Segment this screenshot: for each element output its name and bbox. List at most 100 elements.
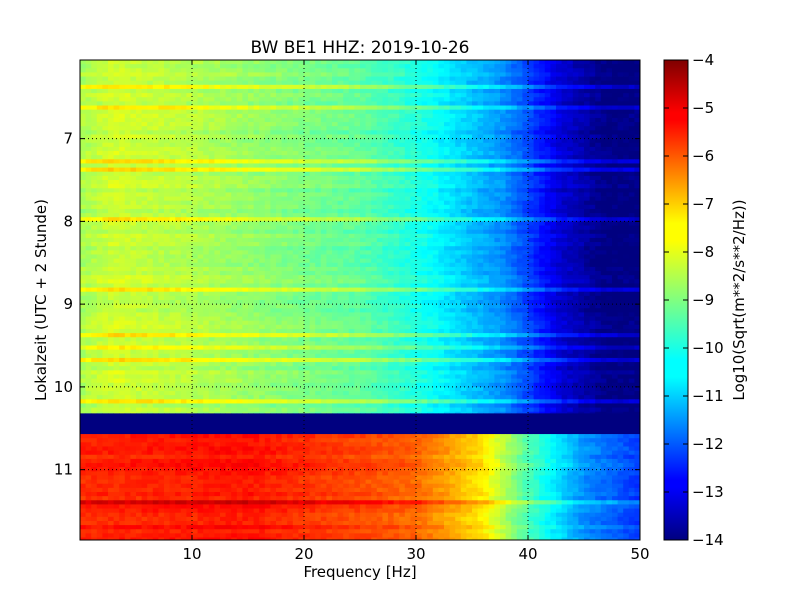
heatmap-cell bbox=[208, 97, 215, 102]
heatmap-cell bbox=[449, 208, 456, 214]
heatmap-cell bbox=[96, 262, 103, 268]
heatmap-cell bbox=[360, 213, 366, 218]
heatmap-cell bbox=[231, 64, 238, 69]
heatmap-cell bbox=[404, 167, 411, 173]
heatmap-cell bbox=[421, 146, 428, 152]
heatmap-cell bbox=[225, 163, 232, 168]
heatmap-cell bbox=[152, 196, 159, 202]
heatmap-cell bbox=[410, 105, 417, 111]
heatmap-cell bbox=[500, 117, 506, 123]
heatmap-cell bbox=[197, 76, 204, 82]
heatmap-cell bbox=[141, 84, 148, 90]
heatmap-cell bbox=[623, 60, 630, 65]
heatmap-cell bbox=[500, 237, 506, 243]
heatmap-cell bbox=[522, 84, 529, 90]
heatmap-cell bbox=[152, 117, 159, 123]
heatmap-cell bbox=[102, 208, 109, 214]
heatmap-cell bbox=[292, 93, 299, 98]
heatmap-cell bbox=[421, 159, 428, 164]
heatmap-cell bbox=[343, 134, 350, 140]
heatmap-cell bbox=[343, 155, 350, 160]
heatmap-cell bbox=[287, 221, 294, 226]
heatmap-cell bbox=[276, 60, 282, 65]
heatmap-cell bbox=[500, 200, 506, 206]
heatmap-cell bbox=[130, 167, 137, 173]
heatmap-cell bbox=[108, 204, 114, 210]
heatmap-cell bbox=[600, 76, 607, 82]
heatmap-cell bbox=[158, 76, 165, 82]
heatmap-cell bbox=[449, 229, 456, 235]
heatmap-cell bbox=[186, 130, 193, 135]
heatmap-cell bbox=[259, 250, 266, 255]
heatmap-cell bbox=[365, 117, 372, 123]
heatmap-cell bbox=[617, 109, 624, 115]
heatmap-cell bbox=[270, 138, 277, 144]
heatmap-cell bbox=[427, 180, 434, 185]
heatmap-cell bbox=[432, 171, 439, 177]
heatmap-cell bbox=[130, 146, 137, 152]
heatmap-cell bbox=[175, 146, 182, 152]
heatmap-cell bbox=[192, 126, 198, 131]
heatmap-cell bbox=[169, 97, 176, 102]
heatmap-cell bbox=[315, 180, 322, 185]
heatmap-cell bbox=[561, 233, 568, 239]
heatmap-cell bbox=[298, 250, 305, 255]
heatmap-cell bbox=[533, 97, 540, 102]
heatmap-cell bbox=[371, 250, 378, 255]
heatmap-cell bbox=[309, 105, 316, 111]
heatmap-cell bbox=[438, 113, 445, 119]
heatmap-cell bbox=[416, 126, 422, 131]
heatmap-cell bbox=[225, 196, 232, 202]
heatmap-cell bbox=[584, 200, 590, 206]
heatmap-cell bbox=[304, 208, 310, 214]
heatmap-cell bbox=[544, 84, 551, 90]
heatmap-cell bbox=[488, 146, 495, 152]
heatmap-cell bbox=[119, 200, 126, 206]
heatmap-cell bbox=[561, 180, 568, 185]
heatmap-cell bbox=[617, 225, 624, 231]
heatmap-cell bbox=[578, 192, 585, 197]
heatmap-cell bbox=[248, 130, 254, 135]
heatmap-cell bbox=[595, 64, 602, 69]
heatmap-cell bbox=[259, 80, 266, 86]
heatmap-cell bbox=[421, 225, 428, 231]
heatmap-cell bbox=[595, 117, 602, 123]
heatmap-cell bbox=[628, 213, 635, 218]
heatmap-cell bbox=[326, 151, 333, 156]
heatmap-cell bbox=[119, 262, 126, 268]
heatmap-cell bbox=[388, 242, 394, 247]
heatmap-cell bbox=[253, 142, 260, 148]
heatmap-cell bbox=[421, 126, 428, 131]
heatmap-cell bbox=[136, 192, 142, 197]
heatmap-cell bbox=[147, 113, 154, 119]
heatmap-cell bbox=[460, 175, 467, 181]
heatmap-cell bbox=[606, 242, 613, 247]
heatmap-cell bbox=[466, 101, 473, 106]
heatmap-cell bbox=[550, 208, 557, 214]
heatmap-cell bbox=[544, 204, 551, 210]
heatmap-cell bbox=[483, 97, 490, 102]
heatmap-cell bbox=[511, 192, 518, 197]
heatmap-cell bbox=[533, 159, 540, 164]
heatmap-cell bbox=[477, 163, 484, 168]
heatmap-cell bbox=[164, 159, 170, 164]
heatmap-cell bbox=[320, 64, 327, 69]
heatmap-cell bbox=[460, 229, 467, 235]
heatmap-cell bbox=[119, 97, 126, 102]
heatmap-cell bbox=[511, 122, 518, 127]
heatmap-cell bbox=[343, 196, 350, 202]
heatmap-cell bbox=[124, 200, 131, 206]
heatmap-cell bbox=[326, 97, 333, 102]
heatmap-cell bbox=[192, 192, 198, 197]
heatmap-cell bbox=[533, 213, 540, 218]
heatmap-cell bbox=[505, 93, 512, 98]
heatmap-cell bbox=[561, 204, 568, 210]
heatmap-cell bbox=[606, 221, 613, 226]
heatmap-cell bbox=[236, 229, 243, 235]
heatmap-cell bbox=[354, 130, 361, 135]
heatmap-cell bbox=[208, 142, 215, 148]
heatmap-cell bbox=[242, 60, 249, 65]
heatmap-cell bbox=[399, 130, 406, 135]
heatmap-cell bbox=[572, 262, 579, 268]
heatmap-cell bbox=[528, 113, 534, 119]
